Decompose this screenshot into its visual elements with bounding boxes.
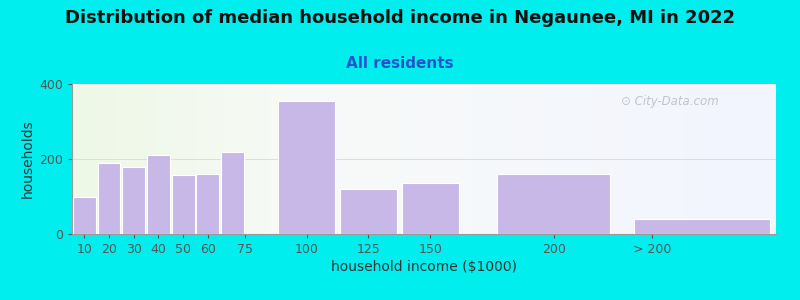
Bar [221,152,244,234]
Y-axis label: households: households [21,120,35,198]
Bar [147,155,170,234]
Bar [634,219,770,234]
Text: ⊙ City-Data.com: ⊙ City-Data.com [621,94,719,107]
Bar [98,163,121,234]
Text: All residents: All residents [346,56,454,70]
Bar [497,174,610,234]
Bar [402,183,458,234]
Bar [278,101,335,234]
Text: Distribution of median household income in Negaunee, MI in 2022: Distribution of median household income … [65,9,735,27]
Bar [340,189,397,234]
Bar [122,167,145,234]
X-axis label: household income ($1000): household income ($1000) [331,260,517,274]
Bar [73,196,96,234]
Bar [172,175,194,234]
Bar [197,174,219,234]
